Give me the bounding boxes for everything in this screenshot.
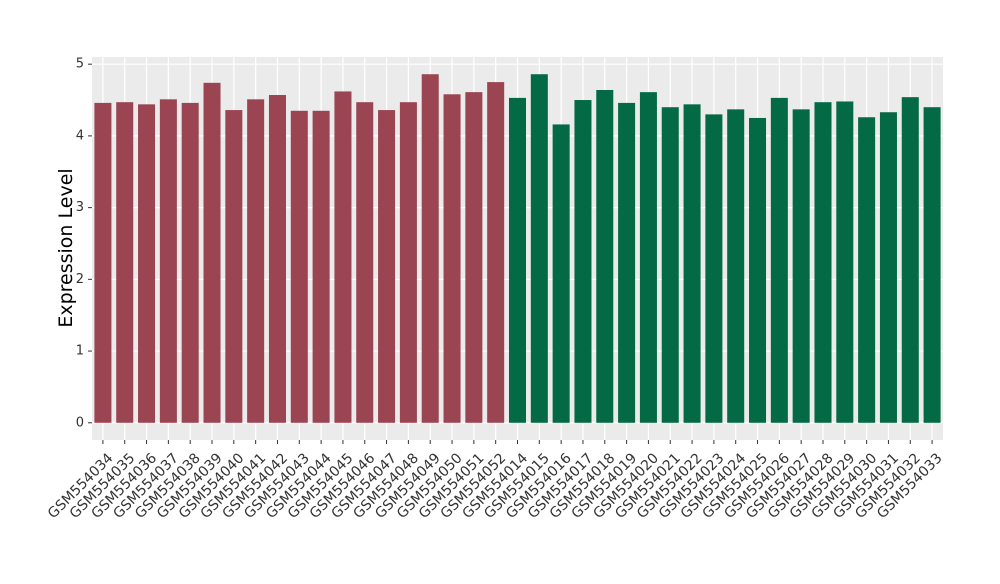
bar [770, 97, 788, 423]
bar [159, 99, 177, 423]
bar [661, 107, 679, 423]
bar [618, 102, 636, 423]
bar [247, 99, 265, 423]
bar [356, 102, 374, 423]
y-tick-label: 5 [76, 57, 84, 72]
bar [465, 92, 483, 423]
bar [792, 109, 810, 423]
bar [312, 110, 330, 423]
bar [683, 104, 701, 423]
bar [836, 101, 854, 423]
bar [94, 102, 112, 423]
bar [596, 89, 614, 423]
bar [814, 102, 832, 423]
bar [858, 117, 876, 423]
bar [574, 100, 592, 423]
y-tick-label: 0 [76, 415, 84, 430]
y-tick-label: 1 [76, 344, 84, 359]
bar [487, 82, 505, 423]
bar [138, 104, 156, 423]
bar [530, 74, 548, 423]
bar [749, 117, 767, 423]
bar [399, 102, 417, 423]
bar [879, 112, 897, 423]
bar [508, 97, 527, 423]
y-axis-label: Expression Level [55, 168, 77, 327]
bar [290, 110, 308, 423]
bar [705, 114, 723, 423]
y-tick-label: 2 [76, 272, 84, 287]
bar [181, 102, 199, 423]
bar [639, 92, 657, 423]
y-tick-label: 4 [76, 128, 84, 143]
bar [225, 110, 243, 423]
bar [203, 82, 221, 423]
bar [116, 102, 134, 423]
bar [901, 97, 919, 423]
bar [727, 109, 745, 423]
bar [334, 91, 352, 423]
bar [443, 94, 461, 423]
bar [923, 107, 941, 423]
bar [421, 74, 439, 423]
y-tick-label: 3 [76, 200, 84, 215]
bar [268, 95, 286, 423]
bar [378, 110, 396, 423]
bar [552, 124, 570, 423]
